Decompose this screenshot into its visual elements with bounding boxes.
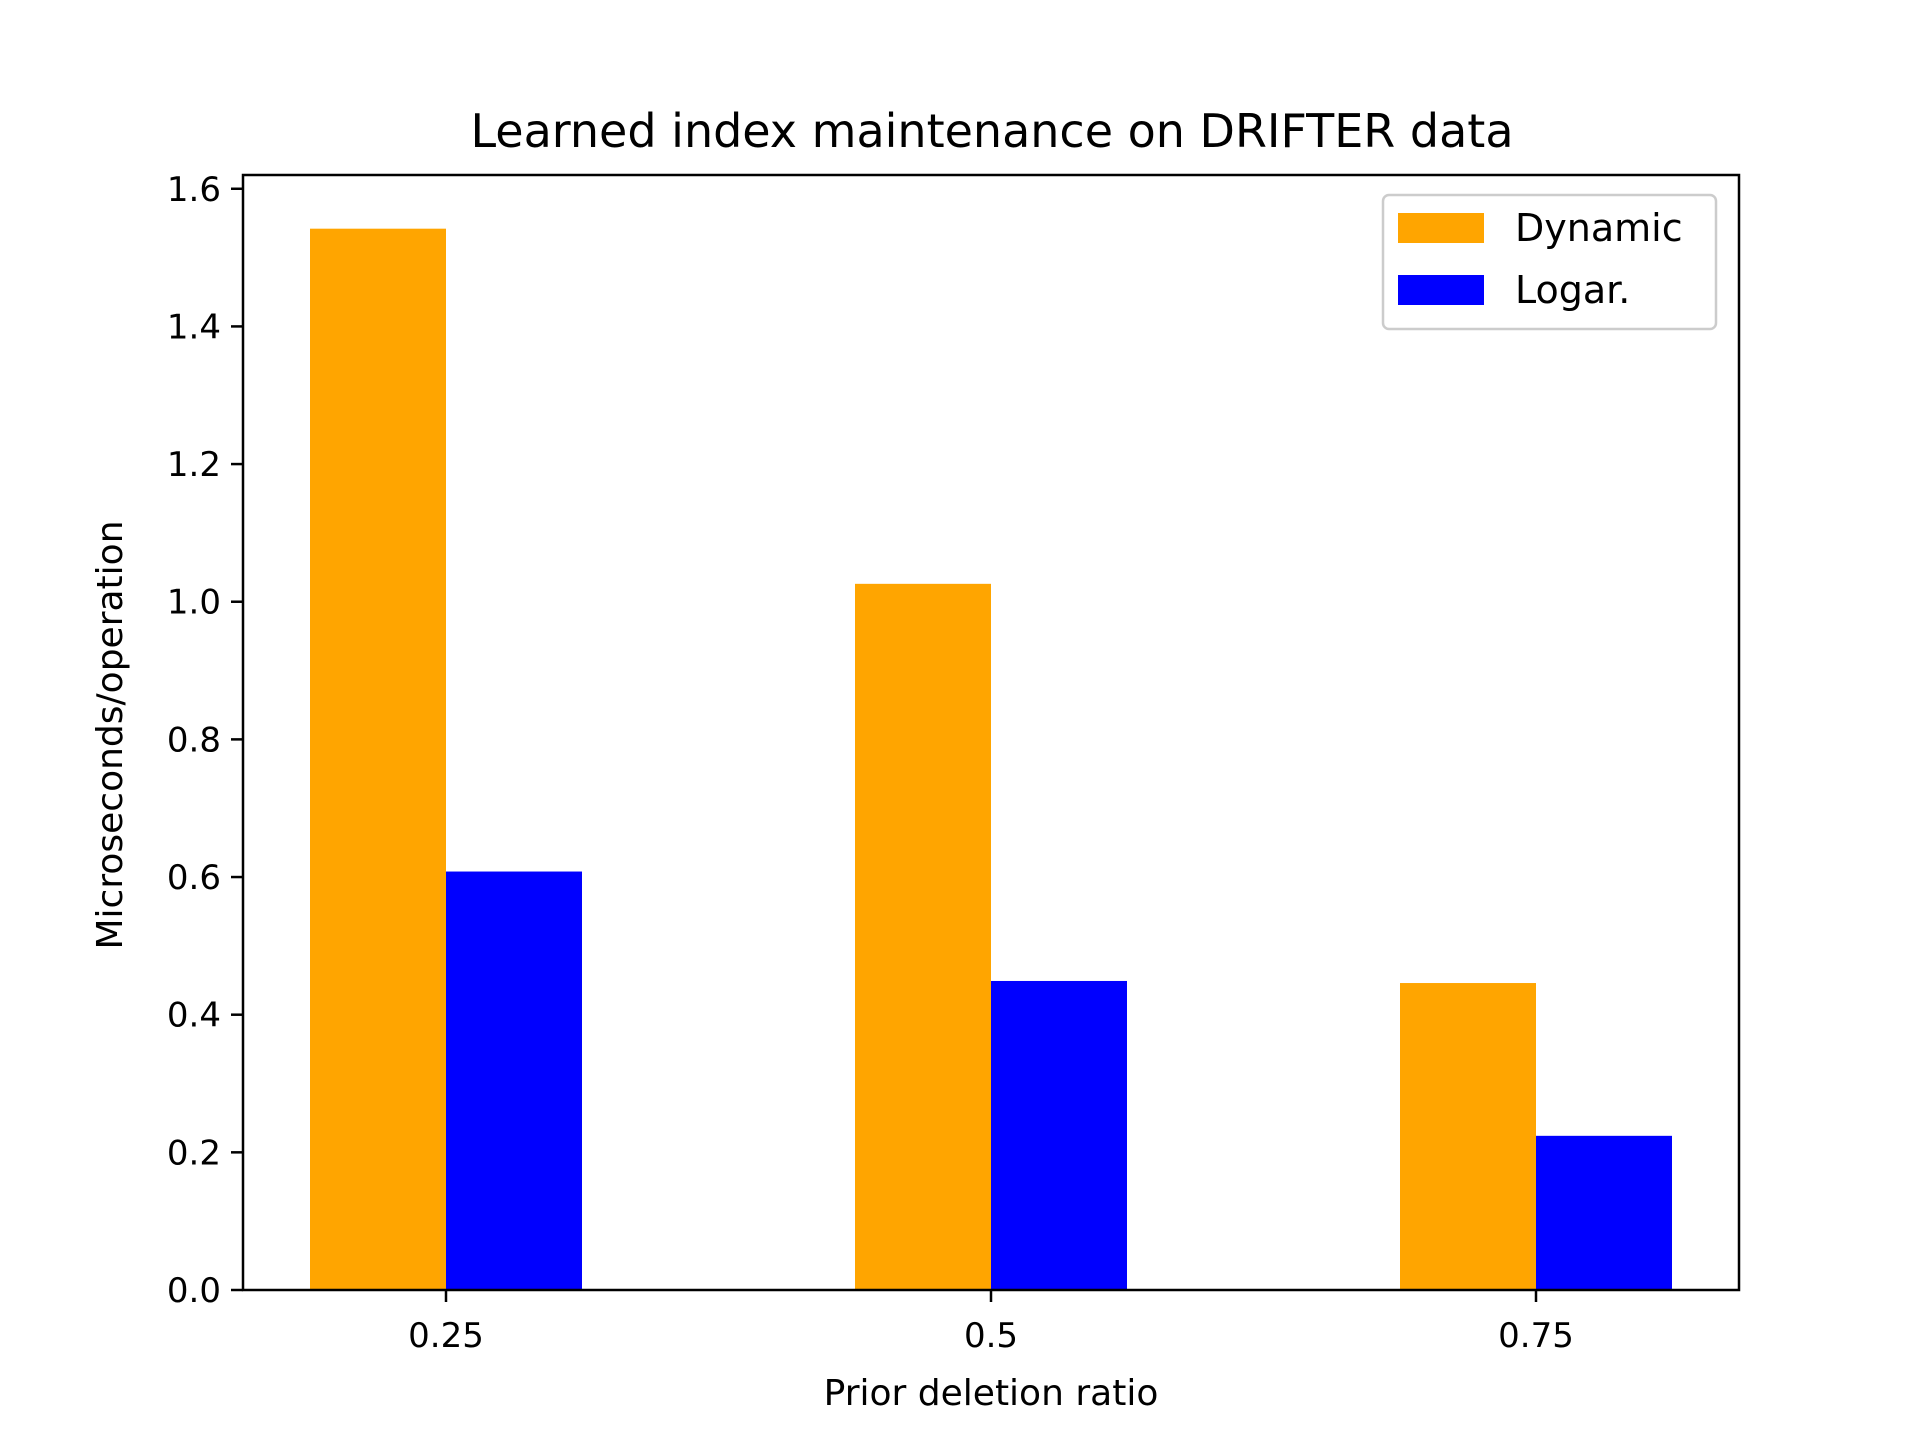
plot-frame (241, 173, 1741, 1292)
y-axis-ticks: 0.0 0.2 0.4 0.6 0.8 1.0 1.2 1.4 1.6 (167, 170, 243, 1311)
legend-label-logar: Logar. (1515, 268, 1630, 312)
y-tick-label: 1.0 (167, 583, 221, 623)
bar-logar-0.75 (1536, 1135, 1672, 1290)
x-tick-label: 0.5 (964, 1316, 1018, 1356)
y-tick-label: 1.2 (167, 445, 221, 485)
bars-group (310, 228, 1672, 1290)
y-tick-label: 0.8 (167, 720, 221, 760)
y-axis-label: Microseconds/operation (90, 520, 131, 949)
y-tick-label: 1.6 (167, 170, 221, 210)
y-tick-label: 1.4 (167, 307, 221, 347)
legend: Dynamic Logar. (1381, 193, 1718, 331)
y-tick-label: 0.4 (167, 996, 221, 1036)
chart-title: Learned index maintenance on DRIFTER dat… (470, 104, 1513, 158)
x-tick-label: 0.25 (408, 1316, 484, 1356)
legend-swatch-dynamic (1398, 213, 1484, 243)
bar-dynamic-0.5 (855, 583, 991, 1290)
bar-logar-0.25 (446, 871, 582, 1290)
legend-label-dynamic: Dynamic (1515, 206, 1683, 250)
y-tick-label: 0.6 (167, 858, 221, 898)
x-tick-label: 0.75 (1498, 1316, 1574, 1356)
x-axis-label: Prior deletion ratio (824, 1373, 1159, 1414)
y-tick-label: 0.2 (167, 1133, 221, 1173)
y-tick-label: 0.0 (167, 1271, 221, 1311)
x-axis-ticks: 0.25 0.5 0.75 (408, 1290, 1574, 1356)
bar-dynamic-0.75 (1400, 983, 1536, 1290)
legend-swatch-logar (1398, 275, 1484, 305)
bar-logar-0.5 (991, 980, 1127, 1290)
bar-dynamic-0.25 (310, 228, 446, 1290)
